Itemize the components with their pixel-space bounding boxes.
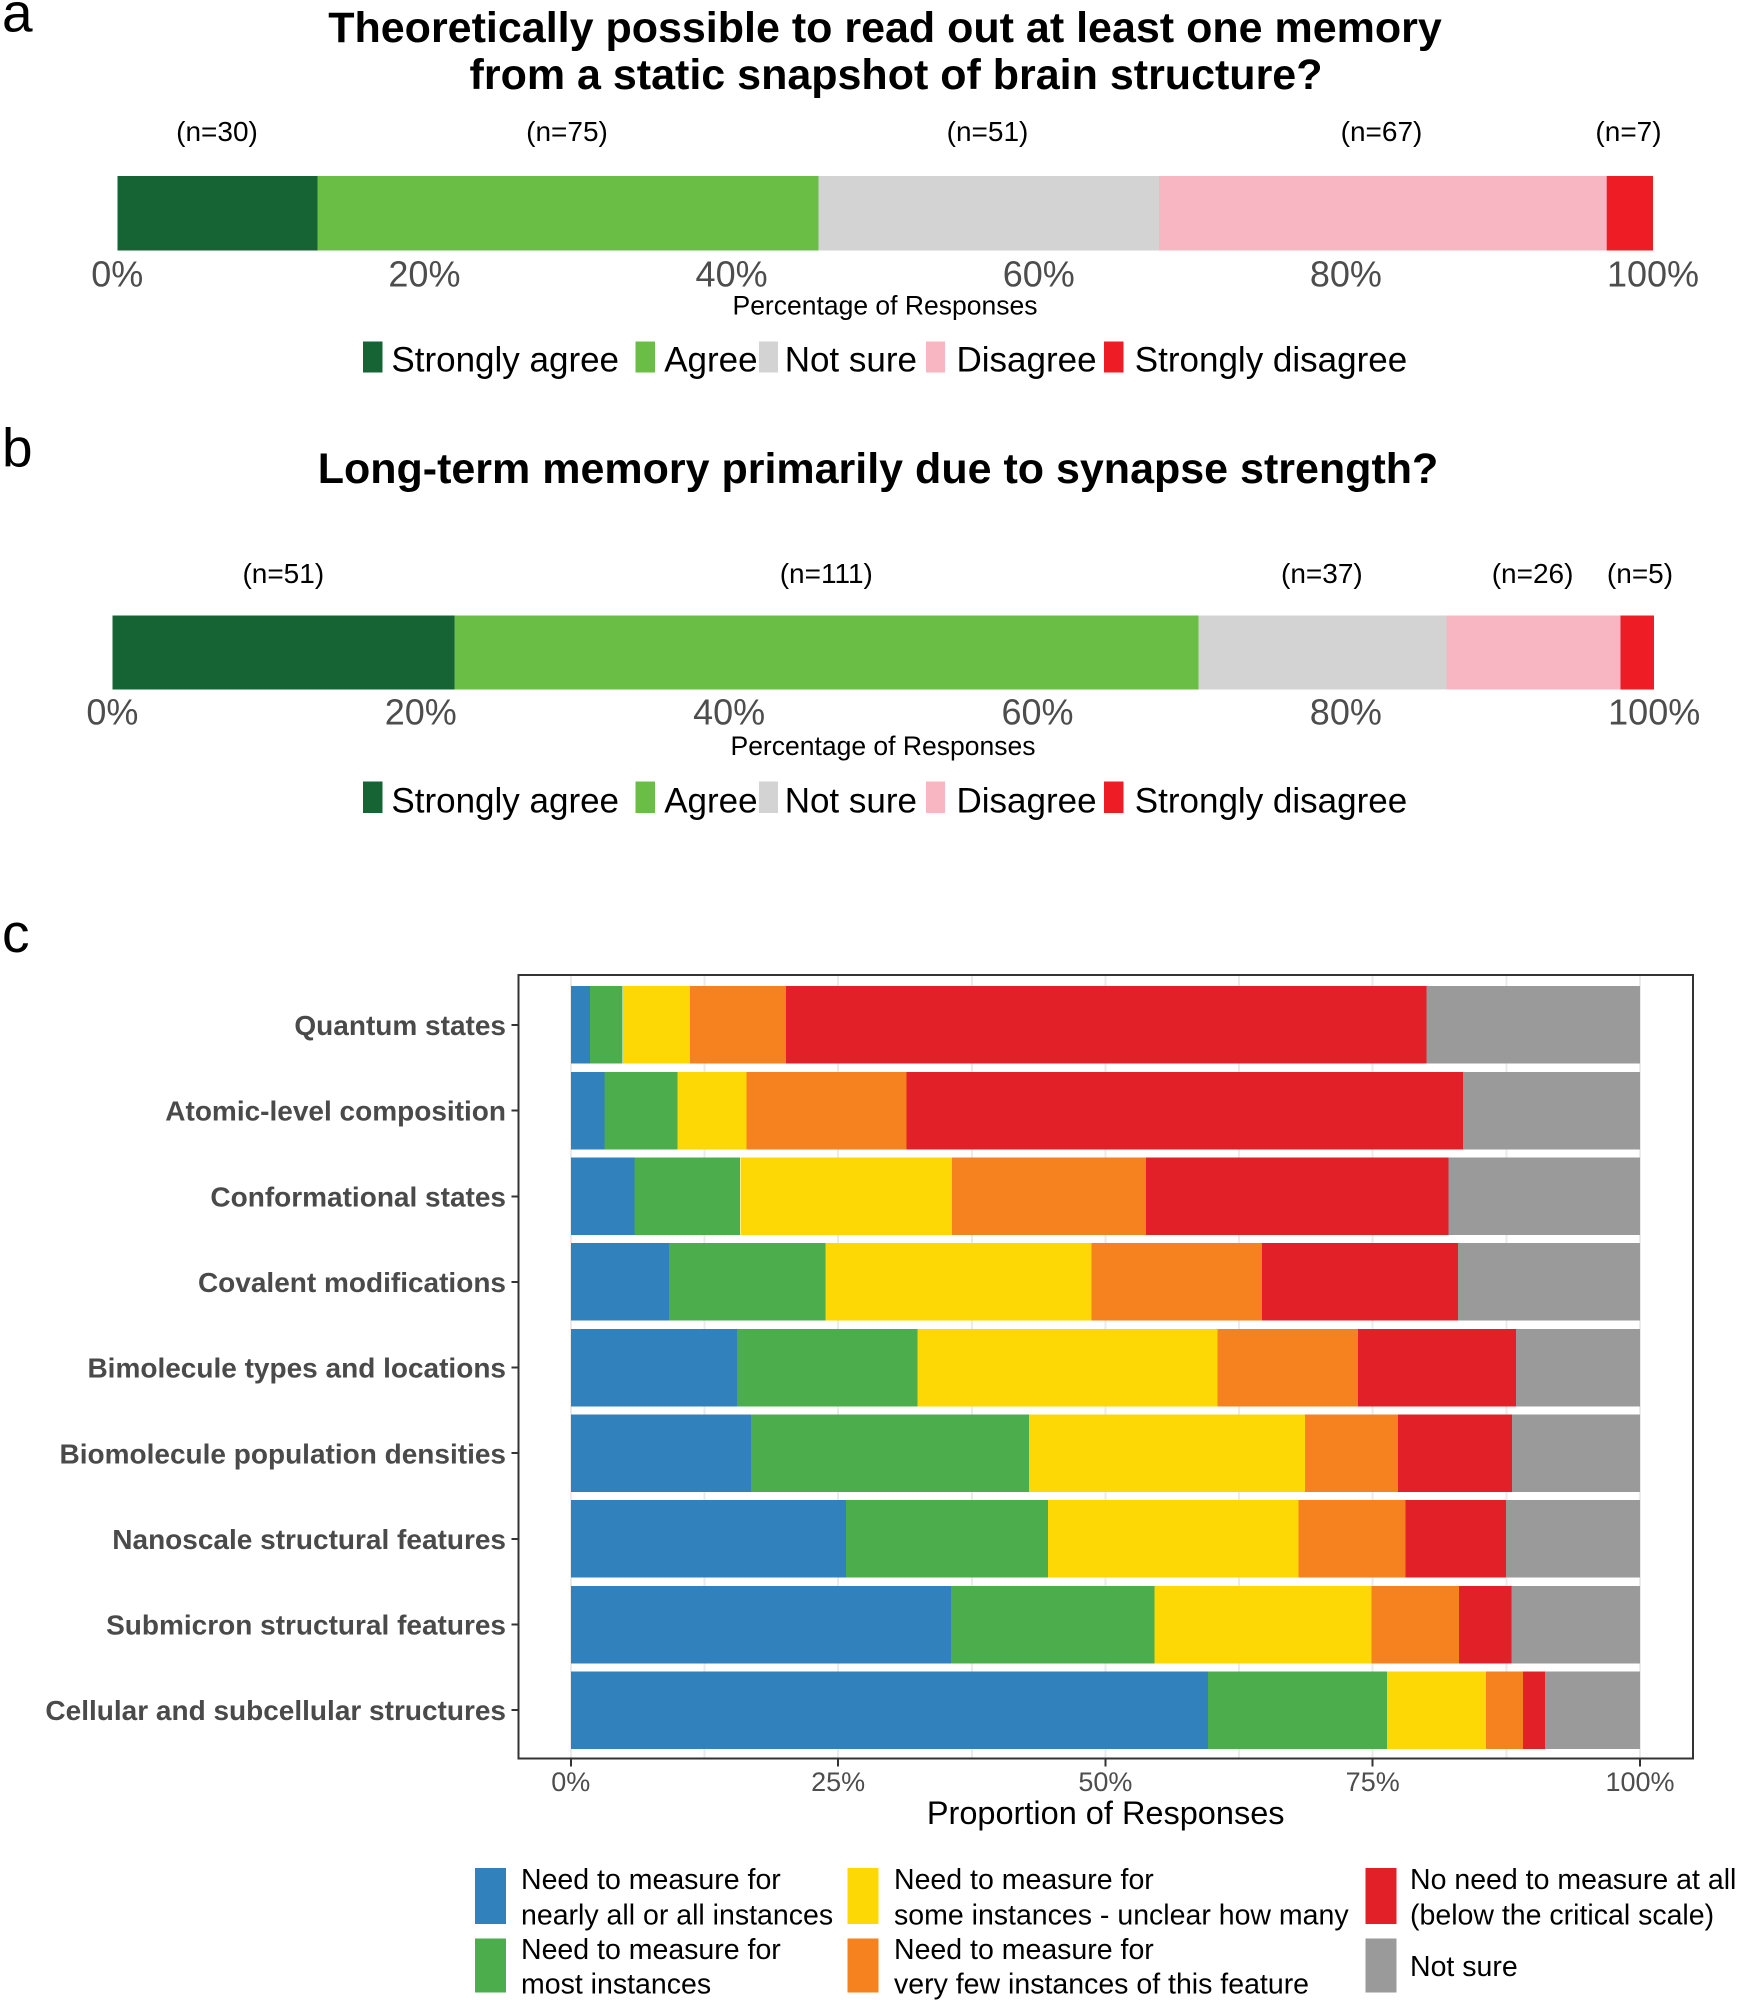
svg-text:Not sure: Not sure [785, 782, 917, 821]
svg-text:Need to measure for: Need to measure for [894, 1864, 1154, 1896]
svg-text:Strongly agree: Strongly agree [391, 341, 619, 380]
svg-text:Agree: Agree [664, 782, 757, 821]
svg-text:(below the critical scale): (below the critical scale) [1410, 1899, 1714, 1931]
svg-text:(n=75): (n=75) [526, 116, 608, 147]
svg-text:50%: 50% [1078, 1767, 1132, 1797]
svg-text:Bimolecule types and locations: Bimolecule types and locations [87, 1353, 506, 1384]
svg-text:60%: 60% [1001, 692, 1073, 733]
svg-text:20%: 20% [388, 254, 460, 295]
svg-text:Need to measure for: Need to measure for [521, 1934, 781, 1966]
svg-text:20%: 20% [385, 692, 457, 733]
svg-text:Percentage of Responses: Percentage of Responses [733, 291, 1038, 321]
svg-text:b: b [2, 417, 33, 479]
svg-text:(n=30): (n=30) [176, 116, 258, 147]
svg-text:Strongly disagree: Strongly disagree [1135, 341, 1407, 380]
svg-text:Percentage of Responses: Percentage of Responses [731, 731, 1036, 761]
svg-text:100%: 100% [1608, 692, 1700, 733]
svg-text:Not sure: Not sure [785, 341, 917, 380]
svg-text:(n=51): (n=51) [947, 116, 1029, 147]
svg-text:Theoretically possible to read: Theoretically possible to read out at le… [328, 4, 1442, 52]
svg-text:(n=5): (n=5) [1607, 558, 1673, 589]
svg-text:Nanoscale structural features: Nanoscale structural features [112, 1524, 506, 1555]
svg-text:Atomic-level composition: Atomic-level composition [165, 1096, 506, 1127]
svg-text:Long-term memory primarily due: Long-term memory primarily due to synaps… [318, 445, 1439, 493]
svg-text:25%: 25% [811, 1767, 865, 1797]
svg-text:Strongly agree: Strongly agree [391, 782, 619, 821]
svg-text:No need to measure at all: No need to measure at all [1410, 1864, 1736, 1896]
svg-text:(n=37): (n=37) [1281, 558, 1363, 589]
svg-text:from a static snapshot of brai: from a static snapshot of brain structur… [470, 51, 1323, 99]
svg-text:c: c [2, 902, 30, 964]
svg-text:Not sure: Not sure [1410, 1951, 1518, 1983]
svg-text:Proportion of Responses: Proportion of Responses [927, 1795, 1285, 1831]
svg-text:Cellular and subcellular struc: Cellular and subcellular structures [45, 1695, 506, 1726]
svg-text:80%: 80% [1310, 692, 1382, 733]
svg-text:Conformational states: Conformational states [210, 1181, 506, 1212]
svg-text:Biomolecule population densiti: Biomolecule population densities [60, 1438, 507, 1469]
svg-text:most instances: most instances [521, 1969, 711, 2000]
svg-text:40%: 40% [693, 692, 765, 733]
svg-text:100%: 100% [1605, 1767, 1674, 1797]
svg-text:Agree: Agree [664, 341, 757, 380]
svg-text:some instances - unclear how m: some instances - unclear how many [894, 1899, 1349, 1931]
svg-text:Strongly disagree: Strongly disagree [1135, 782, 1407, 821]
svg-text:(n=7): (n=7) [1595, 116, 1661, 147]
svg-text:(n=51): (n=51) [242, 558, 324, 589]
svg-text:0%: 0% [91, 254, 143, 295]
svg-text:Submicron structural features: Submicron structural features [106, 1610, 506, 1641]
svg-text:Quantum states: Quantum states [294, 1010, 506, 1041]
svg-text:100%: 100% [1607, 254, 1699, 295]
svg-text:a: a [2, 0, 33, 44]
svg-text:(n=67): (n=67) [1341, 116, 1423, 147]
svg-text:Disagree: Disagree [957, 782, 1097, 821]
svg-text:very few instances of this fea: very few instances of this feature [894, 1969, 1309, 2000]
svg-text:(n=111): (n=111) [780, 558, 873, 589]
svg-text:0%: 0% [551, 1767, 590, 1797]
svg-text:(n=26): (n=26) [1492, 558, 1574, 589]
svg-text:40%: 40% [696, 254, 768, 295]
svg-text:80%: 80% [1310, 254, 1382, 295]
svg-text:75%: 75% [1346, 1767, 1400, 1797]
svg-text:60%: 60% [1003, 254, 1075, 295]
svg-text:Covalent modifications: Covalent modifications [198, 1267, 506, 1298]
svg-text:nearly all or all instances: nearly all or all instances [521, 1899, 833, 1931]
svg-text:Need to measure for: Need to measure for [521, 1864, 781, 1896]
svg-text:0%: 0% [86, 692, 138, 733]
svg-text:Need to measure for: Need to measure for [894, 1934, 1154, 1966]
svg-text:Disagree: Disagree [957, 341, 1097, 380]
